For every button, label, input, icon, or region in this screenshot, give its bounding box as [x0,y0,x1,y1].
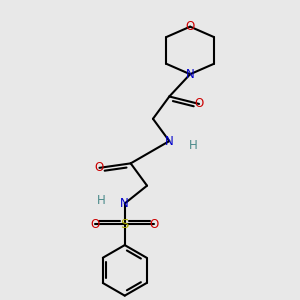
Text: O: O [150,218,159,231]
Text: N: N [186,68,194,81]
Text: S: S [121,218,129,231]
Text: H: H [189,139,197,152]
Text: O: O [95,161,104,174]
Text: O: O [185,20,195,33]
Text: N: N [165,135,174,148]
Text: O: O [90,218,100,231]
Text: N: N [120,197,129,210]
Text: O: O [194,98,204,110]
Text: H: H [97,194,105,207]
